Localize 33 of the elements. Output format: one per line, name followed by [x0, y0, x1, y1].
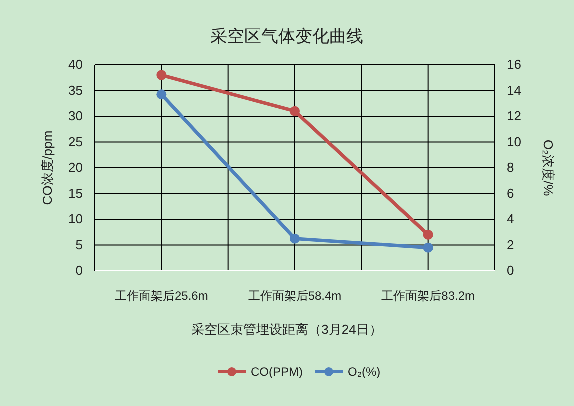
y2-tick-label: 16 [507, 57, 522, 72]
point [423, 230, 434, 240]
y2-tick-label: 4 [507, 212, 514, 226]
y2-tick-label: 14 [507, 82, 522, 98]
x-tick-label: 工作面架后25.6m [114, 289, 208, 303]
point [156, 90, 167, 100]
y-tick-label: 20 [68, 160, 83, 175]
y2-tick-label: 6 [507, 186, 514, 201]
x-tick-label: 工作面架后83.2m [382, 289, 476, 303]
point [290, 106, 300, 116]
y2-tick-label: 8 [507, 160, 514, 175]
x-tick-label: 工作面架后58.4m [248, 289, 342, 303]
legend-label: CO(PPM) [251, 365, 303, 379]
y-tick-label: 15 [68, 186, 83, 201]
y2-axis-title: O₂浓度/% [541, 140, 556, 197]
y-tick-label: 35 [68, 82, 83, 98]
point [423, 242, 434, 253]
x-axis-title: 采空区束管埋设距离（3月24日） [192, 322, 382, 337]
y2-tick-label: 12 [507, 108, 522, 124]
y-tick-label: 30 [68, 108, 83, 124]
y2-tick-label: 0 [507, 263, 514, 278]
y-tick-label: 5 [76, 237, 83, 252]
point [290, 234, 300, 244]
y-tick-label: 10 [68, 212, 83, 226]
y-axis-title: CO浓度/ppm [40, 130, 55, 206]
y2-tick-label: 10 [507, 134, 522, 150]
legend-label: O₂(%) [348, 365, 381, 379]
point [156, 70, 167, 80]
y2-tick-label: 2 [507, 237, 514, 252]
y-tick-label: 0 [76, 263, 83, 278]
y-tick-label: 25 [68, 134, 83, 150]
chart-title: 采空区气体变化曲线 [210, 27, 364, 46]
y-tick-label: 40 [68, 57, 83, 72]
